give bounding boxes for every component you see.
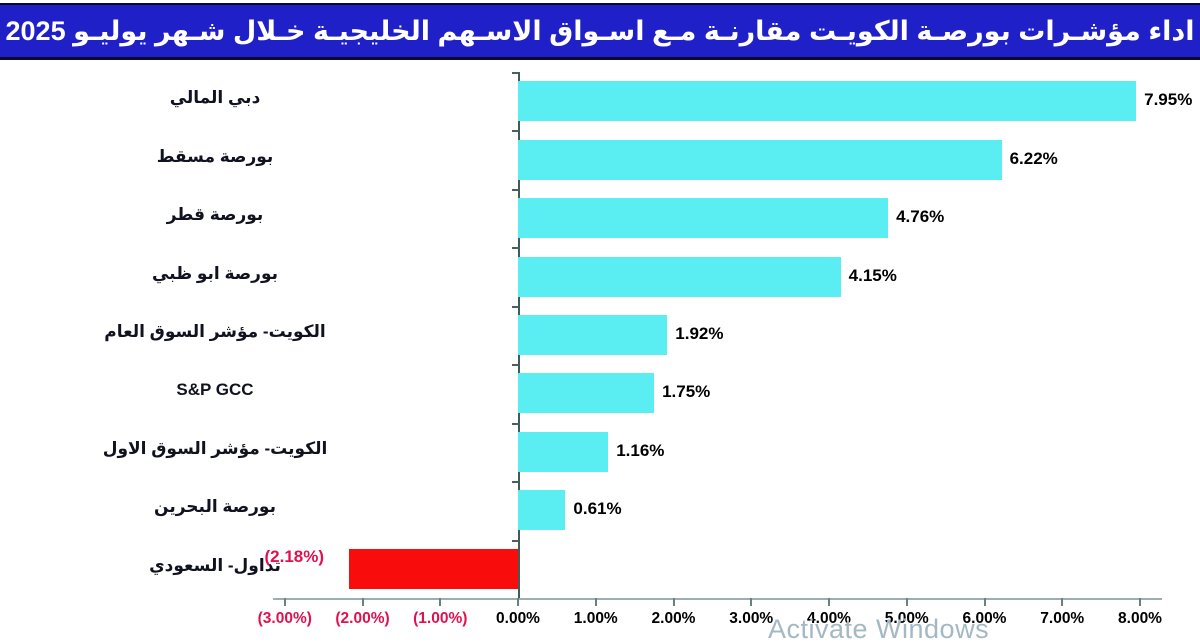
value-axis-tick-label: (1.00%) [413, 610, 468, 627]
value-axis-tick [750, 598, 753, 606]
category-axis-tick [512, 72, 519, 74]
value-label: 4.15% [848, 265, 897, 285]
bar [518, 198, 889, 239]
category-label: الكويت- مؤشر السوق العام [104, 321, 326, 341]
category-label: S&P GCC [176, 380, 254, 400]
value-label: (2.18%) [264, 546, 325, 566]
bar [518, 373, 655, 414]
category-axis-tick [512, 247, 519, 250]
value-label: 7.95% [1144, 90, 1193, 110]
value-axis-tick-label: 1.00% [573, 610, 618, 627]
value-axis-tick [983, 598, 986, 606]
category-label: بورصة قطر [166, 205, 264, 225]
value-axis-tick [594, 598, 597, 606]
value-axis-tick [517, 598, 519, 606]
bar [518, 81, 1137, 122]
value-axis-tick [905, 598, 908, 606]
category-axis-tick [512, 539, 519, 542]
value-axis-tick [439, 598, 442, 606]
value-axis-tick-label: 8.00% [1118, 610, 1162, 627]
value-label: 1.75% [662, 382, 711, 402]
value-axis-tick [672, 598, 675, 606]
category-label: الكويت- مؤشر السوق الاول [102, 438, 328, 458]
value-axis-tick-label: 0.00% [496, 610, 540, 627]
value-axis-tick [361, 598, 364, 606]
category-axis-tick [512, 481, 519, 484]
value-axis-tick [828, 598, 830, 606]
value-axis-tick-label: 5.00% [884, 610, 929, 627]
activate-windows-watermark: Activate Windows [768, 614, 990, 643]
bar [518, 490, 566, 531]
value-axis-tick-label: 2.00% [651, 610, 696, 627]
chart-title: اداء مؤشـرات بورصـة الكويـت مقارنـة مـع … [0, 3, 1200, 60]
category-label: بورصة البحرين [154, 497, 276, 517]
category-label: بورصة ابو ظبي [151, 263, 279, 283]
value-axis-tick-label: (2.00%) [335, 610, 390, 627]
value-label: 0.61% [573, 499, 622, 519]
category-label: تداول- السعودي [149, 555, 281, 575]
value-label: 4.76% [896, 207, 945, 227]
value-axis-tick-label: 4.00% [807, 610, 851, 627]
category-axis-tick [512, 130, 519, 133]
category-axis-tick [512, 364, 519, 367]
value-axis-tick-label: 6.00% [962, 610, 1007, 627]
category-axis-tick [512, 188, 519, 191]
category-axis-tick [512, 305, 519, 308]
category-axis-tick [512, 422, 519, 425]
value-axis-tick-label: 3.00% [729, 610, 774, 627]
value-label: 1.16% [616, 440, 665, 460]
value-axis-tick-label: (3.00%) [257, 610, 312, 627]
category-label: دبي المالي [169, 88, 261, 108]
bar [518, 431, 609, 472]
value-axis-tick [1061, 598, 1064, 606]
value-axis-tick [1139, 598, 1141, 606]
value-axis-line [272, 598, 1162, 600]
value-label: 1.92% [675, 323, 724, 343]
category-label: بورصة مسقط [156, 146, 274, 166]
value-label: 6.22% [1009, 148, 1058, 168]
value-axis-tick-label: 7.00% [1040, 610, 1085, 627]
bar [348, 548, 518, 589]
bar [518, 314, 668, 355]
bar [518, 256, 841, 297]
value-axis-tick [283, 598, 286, 606]
bar [518, 139, 1002, 180]
